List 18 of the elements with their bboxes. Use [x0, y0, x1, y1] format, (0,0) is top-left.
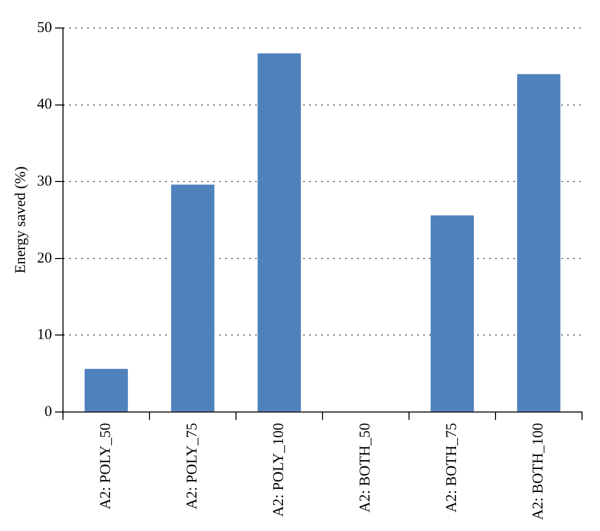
x-tick-label: A2: BOTH_100 — [530, 422, 547, 520]
y-tick-label: 20 — [37, 250, 52, 266]
y-tick-label: 10 — [37, 327, 52, 344]
y-tick-label: 50 — [37, 20, 52, 36]
x-tick-label: A2: POLY_75 — [184, 422, 201, 510]
bar — [84, 368, 128, 412]
x-tick-label: A2: BOTH_50 — [358, 422, 374, 513]
bar — [430, 215, 474, 412]
bar — [258, 53, 301, 412]
y-axis-title: Energy saved (%) — [12, 166, 29, 274]
bar — [171, 184, 214, 412]
x-tick-label: A2: BOTH_75 — [444, 422, 460, 513]
x-tick-label: A2: POLY_50 — [98, 422, 114, 510]
y-tick-label: 40 — [37, 96, 52, 113]
y-tick-label: 0 — [44, 404, 52, 420]
bar — [517, 74, 560, 412]
y-tick-label: 30 — [37, 174, 52, 190]
x-tick-label: A2: POLY_100 — [271, 422, 288, 517]
